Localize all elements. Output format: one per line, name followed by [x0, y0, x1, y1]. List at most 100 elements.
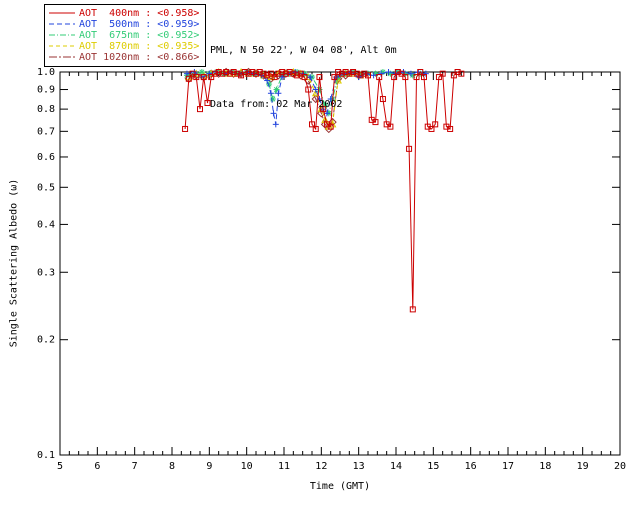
- marker-square: [234, 70, 241, 77]
- marker-square: [245, 70, 252, 77]
- marker-square: [189, 70, 196, 77]
- marker-square: [350, 69, 357, 75]
- legend-entry: AOT 500nm : <0.959>: [49, 19, 199, 30]
- x-tick-label: 5: [57, 461, 63, 472]
- x-tick-label: 19: [577, 461, 589, 472]
- marker-asterisk: [387, 71, 393, 77]
- legend-entry: AOT 400nm : <0.958>: [49, 8, 199, 19]
- x-tick-label: 9: [206, 461, 212, 472]
- x-tick-label: 13: [353, 461, 365, 472]
- marker-square: [365, 72, 371, 79]
- marker-square: [331, 74, 338, 81]
- marker-square: [238, 72, 245, 79]
- marker-square: [208, 74, 215, 81]
- marker-square: [379, 96, 386, 103]
- y-tick-label: 0.3: [37, 267, 55, 278]
- marker-asterisk: [266, 81, 272, 87]
- marker-square: [409, 306, 416, 313]
- legend-entry: AOT 870nm : <0.935>: [49, 41, 199, 52]
- legend-entry-label: AOT 675nm : <0.952>: [79, 30, 200, 41]
- marker-square: [294, 72, 301, 79]
- marker-diamond: [328, 117, 337, 127]
- marker-square: [394, 69, 401, 75]
- legend-entry: AOT 675nm : <0.952>: [49, 30, 199, 41]
- marker-square: [432, 121, 439, 128]
- y-tick-label: 0.2: [37, 335, 55, 346]
- marker-square: [413, 74, 420, 81]
- station-line: PML, N 50 22', W 04 08', Alt 0m: [210, 45, 397, 56]
- marker-asterisk: [199, 69, 205, 75]
- marker-square: [376, 74, 383, 81]
- legend-entry: AOT 1020nm : <0.866>: [49, 52, 199, 63]
- marker-square: [275, 70, 282, 77]
- marker-square: [342, 69, 349, 75]
- y-tick-label: 0.4: [37, 219, 55, 230]
- marker-asterisk: [273, 86, 280, 93]
- marker-square: [387, 123, 394, 130]
- marker-square: [439, 70, 446, 77]
- marker-square: [305, 86, 312, 93]
- marker-square: [402, 74, 409, 81]
- marker-square: [309, 121, 315, 128]
- marker-square: [327, 123, 334, 130]
- marker-square: [338, 70, 345, 77]
- marker-square: [361, 70, 368, 77]
- legend-entry-label: AOT 1020nm : <0.866>: [79, 52, 200, 63]
- marker-square: [241, 69, 248, 75]
- marker-square: [435, 74, 442, 81]
- marker-square: [267, 70, 274, 77]
- marker-square: [182, 125, 189, 132]
- marker-square: [335, 69, 342, 75]
- x-tick-label: 16: [465, 461, 477, 472]
- header-text: PML, N 50 22', W 04 08', Alt 0m Data fro…: [210, 6, 397, 150]
- marker-square: [406, 145, 413, 152]
- y-tick-label: 0.9: [37, 85, 55, 96]
- marker-square: [271, 74, 278, 81]
- marker-square: [346, 70, 353, 77]
- marker-square: [279, 69, 286, 75]
- x-tick-label: 11: [278, 461, 290, 472]
- marker-square: [282, 70, 289, 77]
- marker-square: [357, 72, 364, 79]
- marker-square: [193, 74, 200, 81]
- marker-square: [421, 74, 427, 81]
- legend-line-sample: [49, 56, 75, 58]
- y-tick-label: 0.7: [37, 126, 55, 137]
- marker-square: [312, 125, 319, 132]
- marker-square: [256, 69, 263, 75]
- x-tick-label: 8: [169, 461, 175, 472]
- y-tick-label: 0.5: [37, 182, 55, 193]
- y-axis-label: Single Scattering Albedo (ω): [8, 178, 20, 348]
- marker-square: [223, 69, 230, 75]
- legend-entry-label: AOT 400nm : <0.958>: [79, 8, 200, 19]
- legend-entry-label: AOT 500nm : <0.959>: [79, 19, 200, 30]
- marker-diamond: [320, 120, 330, 129]
- marker-square: [204, 99, 211, 106]
- y-tick-label: 1.0: [37, 67, 55, 78]
- marker-square: [458, 70, 465, 77]
- marker-square: [297, 70, 304, 77]
- marker-square: [200, 74, 207, 81]
- marker-square: [260, 70, 267, 77]
- marker-square: [454, 69, 461, 75]
- x-tick-label: 18: [539, 461, 551, 472]
- marker-square: [447, 125, 454, 132]
- marker-triangle: [321, 115, 329, 123]
- marker-square: [301, 74, 308, 81]
- x-tick-label: 17: [502, 461, 514, 472]
- x-tick-label: 12: [315, 461, 327, 472]
- marker-square: [219, 70, 226, 77]
- y-tick-label: 0.6: [37, 152, 55, 163]
- marker-square: [353, 70, 360, 77]
- marker-square: [249, 69, 256, 75]
- marker-square: [316, 74, 323, 81]
- x-tick-label: 15: [427, 461, 439, 472]
- legend-line-sample: [49, 23, 75, 25]
- x-tick-label: 14: [390, 461, 402, 472]
- marker-square: [230, 69, 237, 75]
- date-line: Data from: 02 Mar 2002: [210, 99, 343, 110]
- marker-square: [320, 106, 327, 113]
- marker-square: [253, 70, 259, 77]
- x-tick-label: 6: [94, 461, 100, 472]
